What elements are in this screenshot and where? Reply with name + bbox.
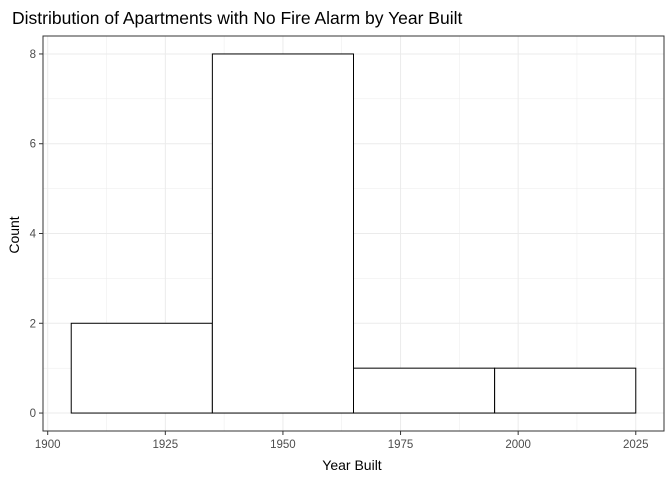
y-axis: 0 2 4 6 8	[30, 49, 43, 420]
histogram-bar	[353, 367, 496, 414]
histogram-bar	[494, 367, 637, 414]
y-tick-label: 6	[30, 139, 36, 151]
histogram-bars	[70, 53, 637, 414]
chart-title: Distribution of Apartments with No Fire …	[12, 8, 462, 28]
x-tick-label: 1925	[153, 439, 179, 451]
y-tick-label: 8	[30, 49, 36, 61]
histogram-bar	[70, 322, 213, 414]
x-axis: 1900 1925 1950 1975 2000 2025	[35, 431, 649, 451]
y-tick-label: 2	[30, 318, 36, 330]
y-axis-title: Count	[6, 216, 22, 253]
x-axis-title: Year Built	[322, 457, 382, 473]
x-tick-label: 1900	[35, 439, 61, 451]
histogram-bar	[211, 53, 354, 414]
x-tick-label: 1975	[388, 439, 414, 451]
x-tick-label: 2025	[623, 439, 649, 451]
y-tick-label: 0	[30, 408, 36, 420]
x-tick-label: 2000	[505, 439, 531, 451]
y-tick-label: 4	[30, 229, 37, 241]
x-tick-label: 1950	[270, 439, 296, 451]
